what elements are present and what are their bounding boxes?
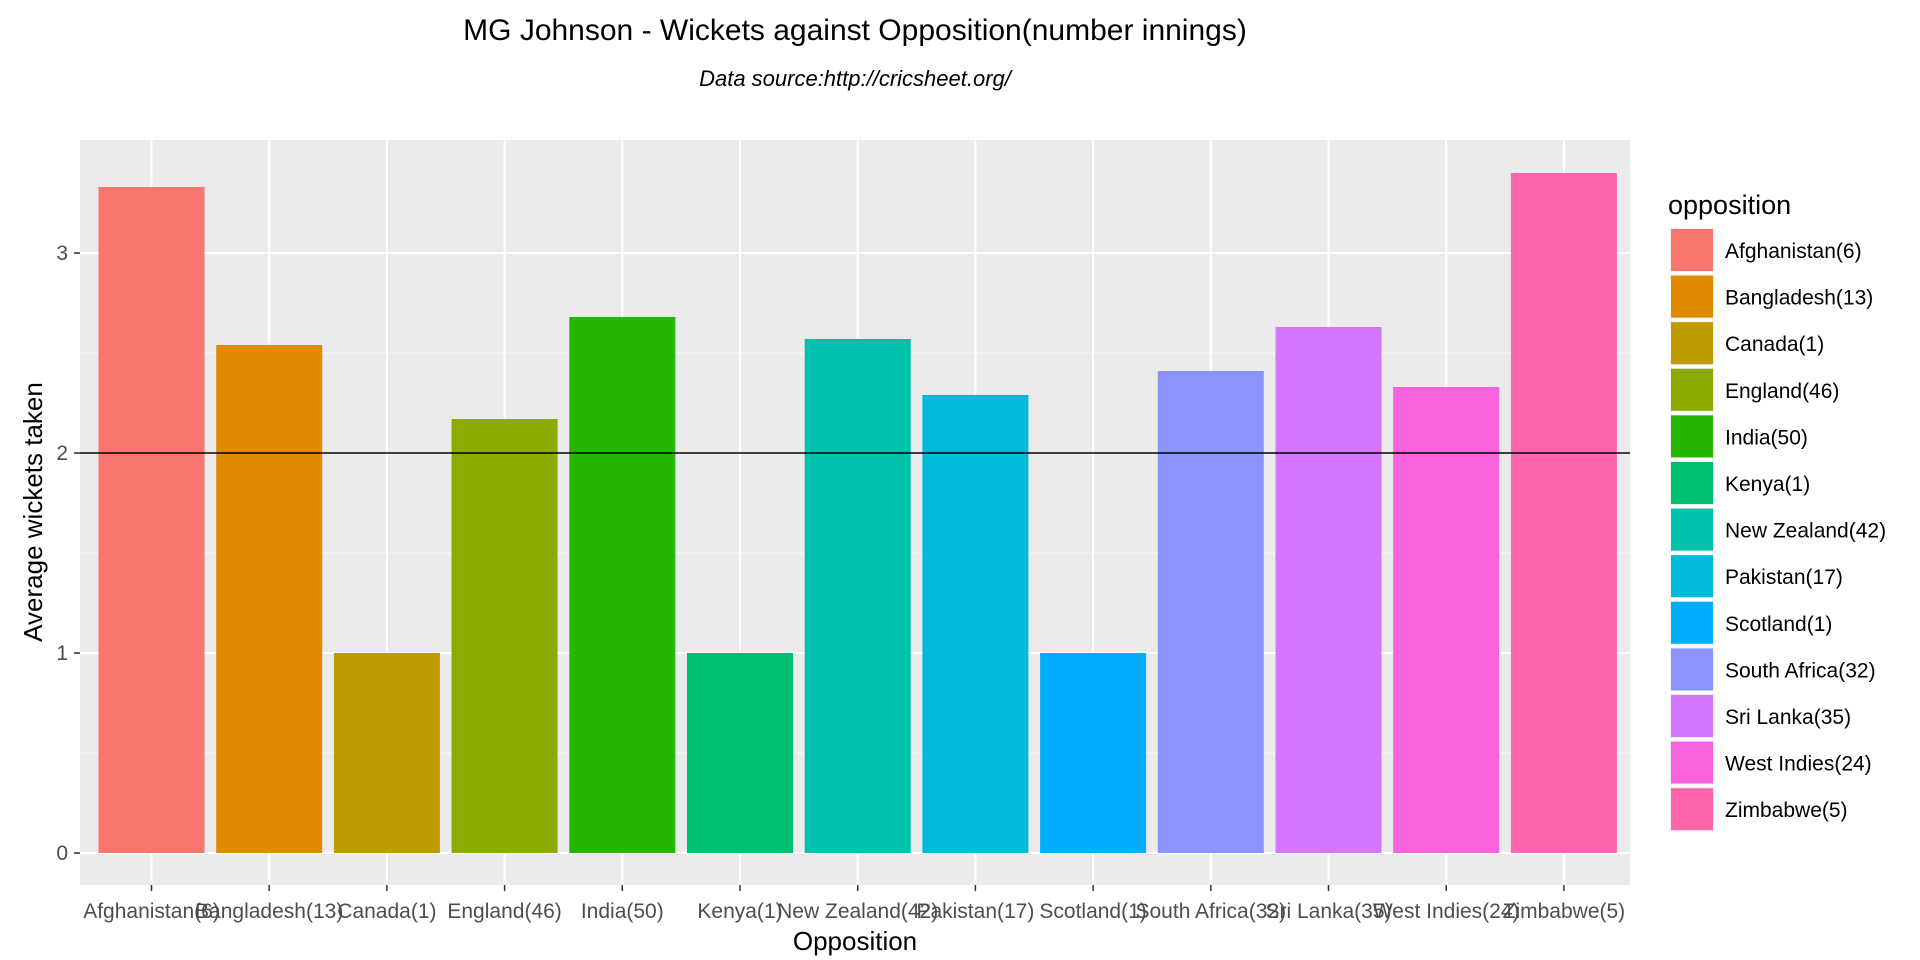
- bar: [333, 653, 440, 853]
- bar: [1157, 371, 1264, 853]
- bar: [1275, 327, 1382, 853]
- x-tick-label: Afghanistan(6): [83, 900, 220, 923]
- x-tick-label: South Africa(32): [1136, 900, 1287, 923]
- legend-label: India(50): [1725, 426, 1808, 449]
- y-tick-label: 2: [56, 442, 68, 465]
- x-tick-label: Sri Lanka(35): [1265, 900, 1391, 923]
- legend-swatch: [1671, 275, 1713, 318]
- legend-swatch: [1671, 322, 1713, 365]
- legend-swatch: [1671, 508, 1713, 551]
- x-tick-label: Scotland(1): [1039, 900, 1146, 923]
- legend-label: South Africa(32): [1725, 659, 1876, 682]
- x-tick-label: Zimbabwe(5): [1503, 900, 1626, 923]
- x-tick-label: Kenya(1): [697, 900, 782, 923]
- legend-swatch: [1671, 462, 1713, 504]
- legend-label: Canada(1): [1725, 333, 1824, 356]
- x-tick-label: Canada(1): [337, 900, 436, 923]
- chart-title: MG Johnson - Wickets against Opposition(…: [463, 14, 1247, 47]
- bar: [687, 653, 793, 853]
- legend-label: Pakistan(17): [1725, 566, 1843, 589]
- y-axis: 0 1 2 3: [56, 242, 80, 865]
- legend-label: New Zealand(42): [1725, 520, 1886, 543]
- x-tick-label: New Zealand(42): [777, 900, 938, 923]
- y-tick-label: 1: [56, 642, 68, 665]
- legend-swatch: [1671, 788, 1713, 831]
- legend-swatch: [1671, 741, 1713, 784]
- y-axis-title: Average wickets taken: [18, 382, 48, 642]
- x-tick-label: Pakistan(17): [916, 900, 1034, 923]
- bar: [216, 345, 323, 853]
- x-axis-title: Opposition: [793, 926, 917, 956]
- bar: [804, 339, 911, 853]
- legend-swatch: [1671, 601, 1713, 644]
- legend-label: Zimbabwe(5): [1725, 799, 1848, 822]
- legend-label: Scotland(1): [1725, 613, 1832, 636]
- legend-swatch: [1671, 368, 1713, 411]
- x-axis: Afghanistan(6)Bangladesh(13)Canada(1) Eng…: [83, 885, 1625, 923]
- x-tick-label: India(50): [581, 900, 664, 923]
- y-tick-label: 0: [56, 842, 68, 865]
- legend-swatch: [1671, 415, 1713, 458]
- bar: [922, 395, 1029, 853]
- legend-label: Afghanistan(6): [1725, 240, 1862, 263]
- bar: [1040, 653, 1147, 853]
- legend-swatch: [1671, 229, 1713, 271]
- legend-swatch: [1671, 555, 1713, 598]
- legend-label: Sri Lanka(35): [1725, 706, 1851, 729]
- legend: opposition Afghanistan(6) Bangladesh(13) C…: [1668, 190, 1886, 832]
- legend-label: England(46): [1725, 380, 1839, 403]
- bars: [98, 173, 1617, 853]
- legend-label: Bangladesh(13): [1725, 287, 1873, 310]
- legend-label: West Indies(24): [1725, 753, 1872, 776]
- chart-subtitle: Data source:http://cricsheet.org/: [699, 66, 1013, 91]
- x-tick-label: England(46): [447, 900, 561, 923]
- bar: [569, 317, 676, 853]
- x-tick-label: Bangladesh(13): [195, 900, 343, 923]
- bar: [98, 187, 205, 853]
- legend-title: opposition: [1668, 190, 1791, 220]
- x-tick-label: West Indies(24): [1373, 900, 1520, 923]
- legend-swatch: [1671, 695, 1713, 737]
- bar: [1510, 173, 1617, 853]
- bar: [451, 419, 558, 853]
- y-tick-label: 3: [56, 242, 68, 265]
- legend-swatch: [1671, 648, 1713, 691]
- legend-label: Kenya(1): [1725, 473, 1810, 496]
- bar: [1393, 387, 1500, 853]
